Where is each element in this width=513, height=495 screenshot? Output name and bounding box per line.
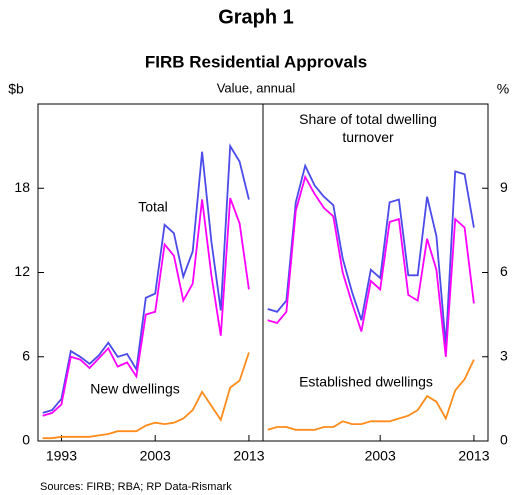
y-tick-label: 6 xyxy=(500,263,508,279)
series-line xyxy=(267,174,475,357)
chart-title: Graph 1 xyxy=(218,6,294,28)
chart-subtitle: FIRB Residential Approvals xyxy=(145,52,367,71)
x-tick-label: 2003 xyxy=(365,448,396,464)
y-tick-label: 6 xyxy=(22,347,30,363)
x-tick-label: 2013 xyxy=(458,448,489,464)
series-line xyxy=(267,163,475,346)
y-tick-label: 3 xyxy=(500,347,508,363)
panel-annotation: Share of total dwelling turnover xyxy=(299,111,437,145)
series-label: Total xyxy=(138,199,168,215)
y-axis-label: $b xyxy=(8,81,24,97)
y-tick-label: 0 xyxy=(22,432,30,448)
y-tick-label: 0 xyxy=(500,432,508,448)
x-tick-label: 1993 xyxy=(46,448,77,464)
x-tick-label: 2013 xyxy=(233,448,264,464)
y-tick-label: 12 xyxy=(14,263,30,279)
x-tick-label: 2003 xyxy=(140,448,171,464)
y-tick-label: 9 xyxy=(500,179,508,195)
series-label: New dwellings xyxy=(90,381,179,397)
y-axis-label: % xyxy=(497,81,509,97)
y-tick-label: 18 xyxy=(14,179,30,195)
series-line xyxy=(42,197,250,417)
series-line xyxy=(42,143,250,414)
series-label: Established dwellings xyxy=(299,374,433,390)
source: Sources: FIRB; RBA; RP Data-Rismark xyxy=(40,481,232,493)
series-line xyxy=(267,359,475,431)
chart-note: Value, annual xyxy=(217,80,296,95)
series-line xyxy=(42,352,250,440)
